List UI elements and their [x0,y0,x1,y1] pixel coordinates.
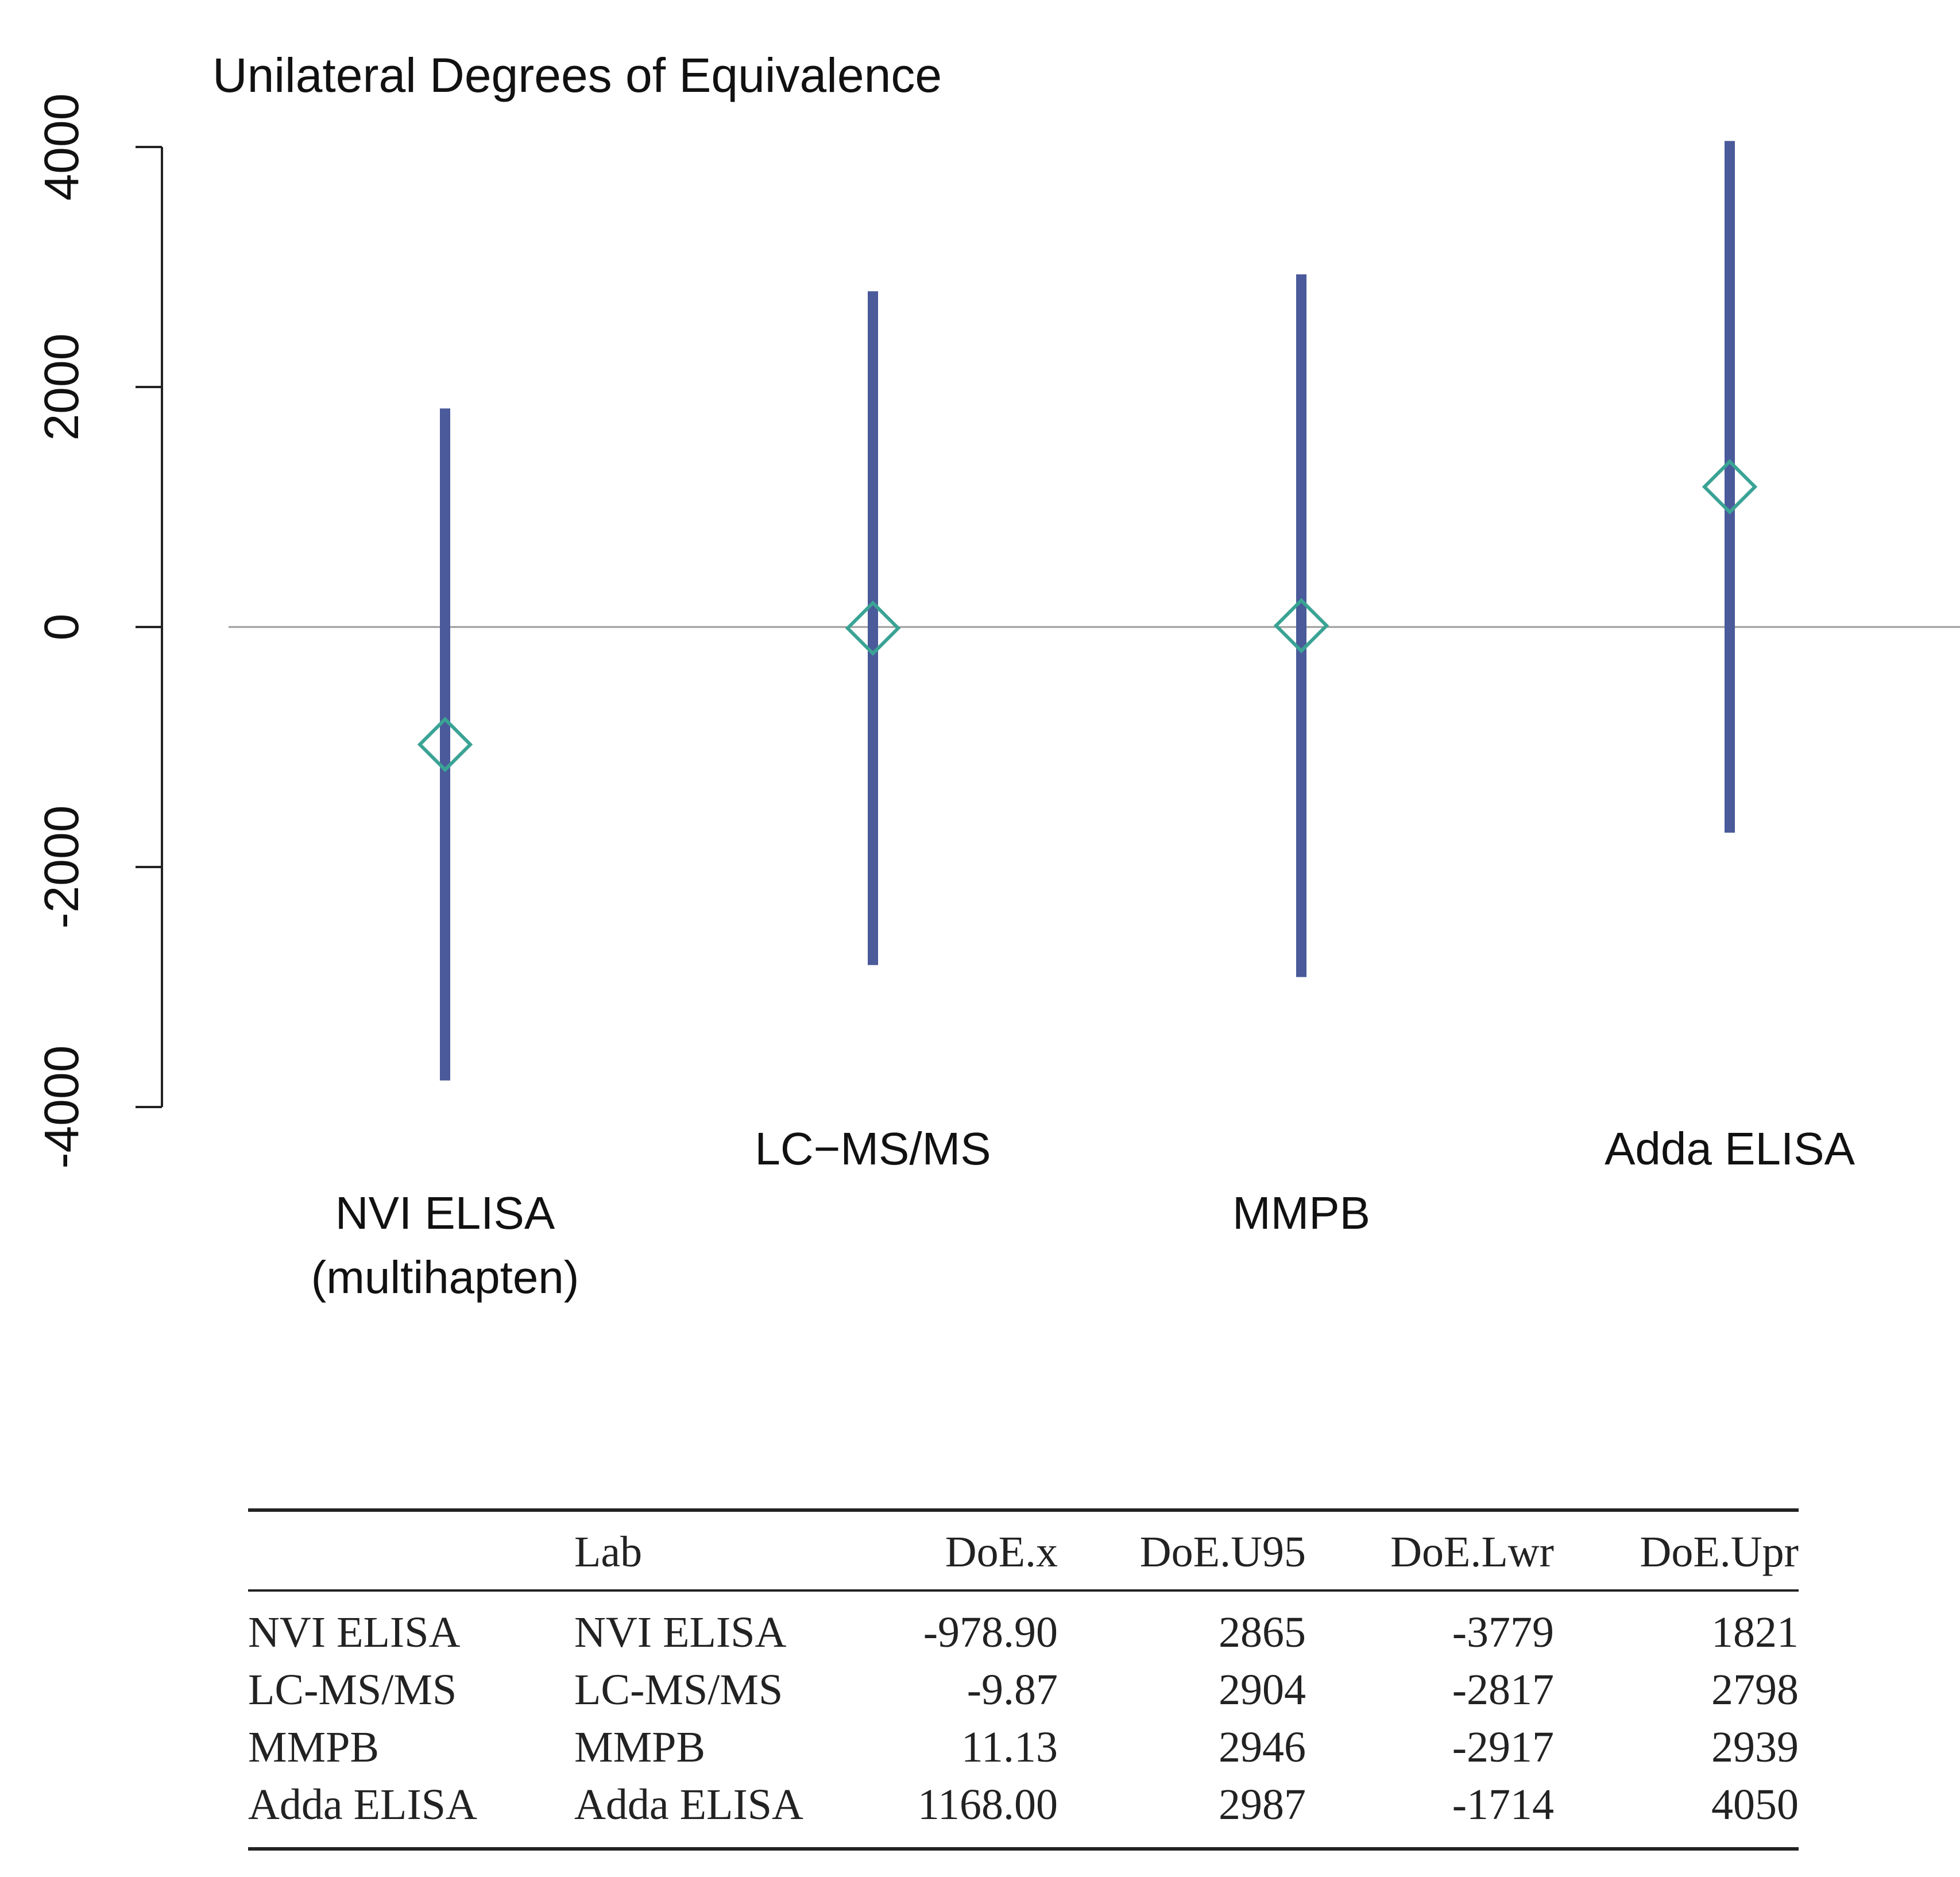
table-cell: -2817 [1452,1666,1554,1714]
table-cell: 1821 [1711,1608,1799,1657]
category-label: (multihapten) [311,1252,579,1303]
chart-marks [417,141,1758,1081]
table-cell: -2917 [1452,1723,1554,1771]
table-cell: 11.13 [961,1723,1058,1771]
table-cell: MMPB [248,1723,379,1771]
table-cell: 2798 [1711,1666,1799,1714]
table-cell: Adda ELISA [248,1781,477,1829]
table-cell: Adda ELISA [574,1781,803,1829]
doe-point [845,600,901,656]
category-labels: NVI ELISA (multihapten) LC−MS/MS MMPB Adda E… [311,1123,1855,1303]
table-cell: MMPB [574,1723,705,1771]
y-tick-label: -2000 [34,806,88,929]
table-cell: 2946 [1219,1723,1306,1771]
table-cell: LC-MS/MS [248,1666,457,1714]
y-tick-label: 4000 [34,94,88,201]
category-label: Adda ELISA [1605,1123,1855,1174]
table-cell: 1168.00 [918,1781,1058,1829]
y-axis: 4000 2000 0 -2000 -4000 [34,94,163,1169]
y-tick-label: 0 [34,614,88,641]
doe-point [1702,459,1758,515]
table-cell: NVI ELISA [574,1608,787,1657]
table-header: DoE.Lwr [1390,1528,1554,1576]
table-cell: 4050 [1711,1781,1799,1829]
table-cell: -1714 [1452,1781,1554,1829]
doe-point [417,717,473,772]
table-cell: -3779 [1452,1608,1554,1657]
table-header: Lab [574,1528,642,1576]
table-header: DoE.x [945,1528,1058,1576]
table-cell: LC-MS/MS [574,1666,783,1714]
doe-point [1273,598,1329,653]
y-tick-label: -4000 [34,1046,88,1169]
table-cell: -9.87 [967,1666,1058,1714]
table-cell: 2904 [1219,1666,1306,1714]
table-cell: 2987 [1219,1781,1306,1829]
doe-table: Lab DoE.x DoE.U95 DoE.Lwr DoE.Upr NVI ELISA NV… [248,1508,1799,1851]
table-header: DoE.Upr [1640,1528,1799,1576]
table-cell: 2939 [1711,1723,1799,1771]
table-cell: -978.90 [923,1608,1058,1657]
category-label: NVI ELISA [335,1187,555,1239]
table-cell: 2865 [1219,1608,1306,1657]
chart-title: Unilateral Degrees of Equivalence [212,48,942,102]
table-header: DoE.U95 [1140,1528,1306,1576]
category-label: LC−MS/MS [755,1123,991,1174]
category-label: MMPB [1232,1187,1370,1239]
table-cell: NVI ELISA [248,1608,461,1657]
y-tick-label: 2000 [34,334,88,441]
